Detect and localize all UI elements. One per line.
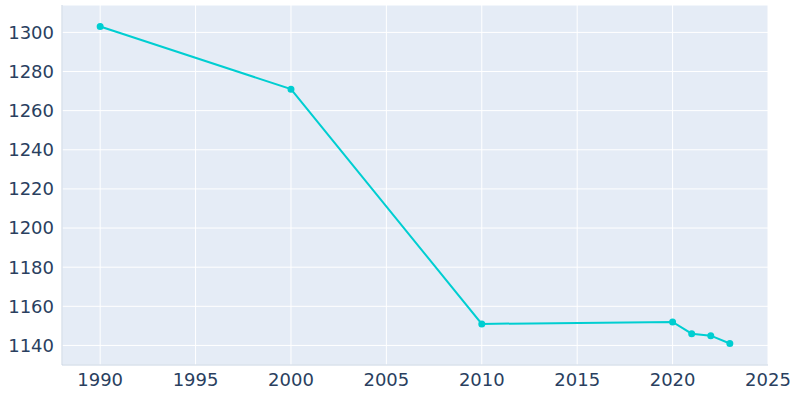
svg-text:1300: 1300 [8, 22, 54, 43]
svg-text:1160: 1160 [8, 296, 54, 317]
svg-text:2020: 2020 [650, 369, 696, 390]
svg-text:1260: 1260 [8, 100, 54, 121]
svg-text:2000: 2000 [268, 369, 314, 390]
svg-text:1200: 1200 [8, 217, 54, 238]
svg-text:1180: 1180 [8, 257, 54, 278]
svg-text:2015: 2015 [554, 369, 600, 390]
svg-text:1140: 1140 [8, 335, 54, 356]
svg-text:1220: 1220 [8, 178, 54, 199]
svg-text:2005: 2005 [363, 369, 409, 390]
svg-text:1990: 1990 [77, 369, 123, 390]
svg-text:1240: 1240 [8, 139, 54, 160]
svg-text:1280: 1280 [8, 61, 54, 82]
svg-text:1995: 1995 [173, 369, 219, 390]
svg-text:2010: 2010 [459, 369, 505, 390]
svg-text:2025: 2025 [745, 369, 791, 390]
